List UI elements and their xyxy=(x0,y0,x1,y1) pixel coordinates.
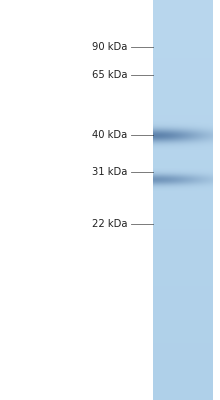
Text: 40 kDa: 40 kDa xyxy=(92,130,127,140)
Text: 31 kDa: 31 kDa xyxy=(92,167,127,177)
Text: 90 kDa: 90 kDa xyxy=(92,42,127,52)
Text: 22 kDa: 22 kDa xyxy=(92,219,127,229)
Text: 65 kDa: 65 kDa xyxy=(92,70,127,80)
